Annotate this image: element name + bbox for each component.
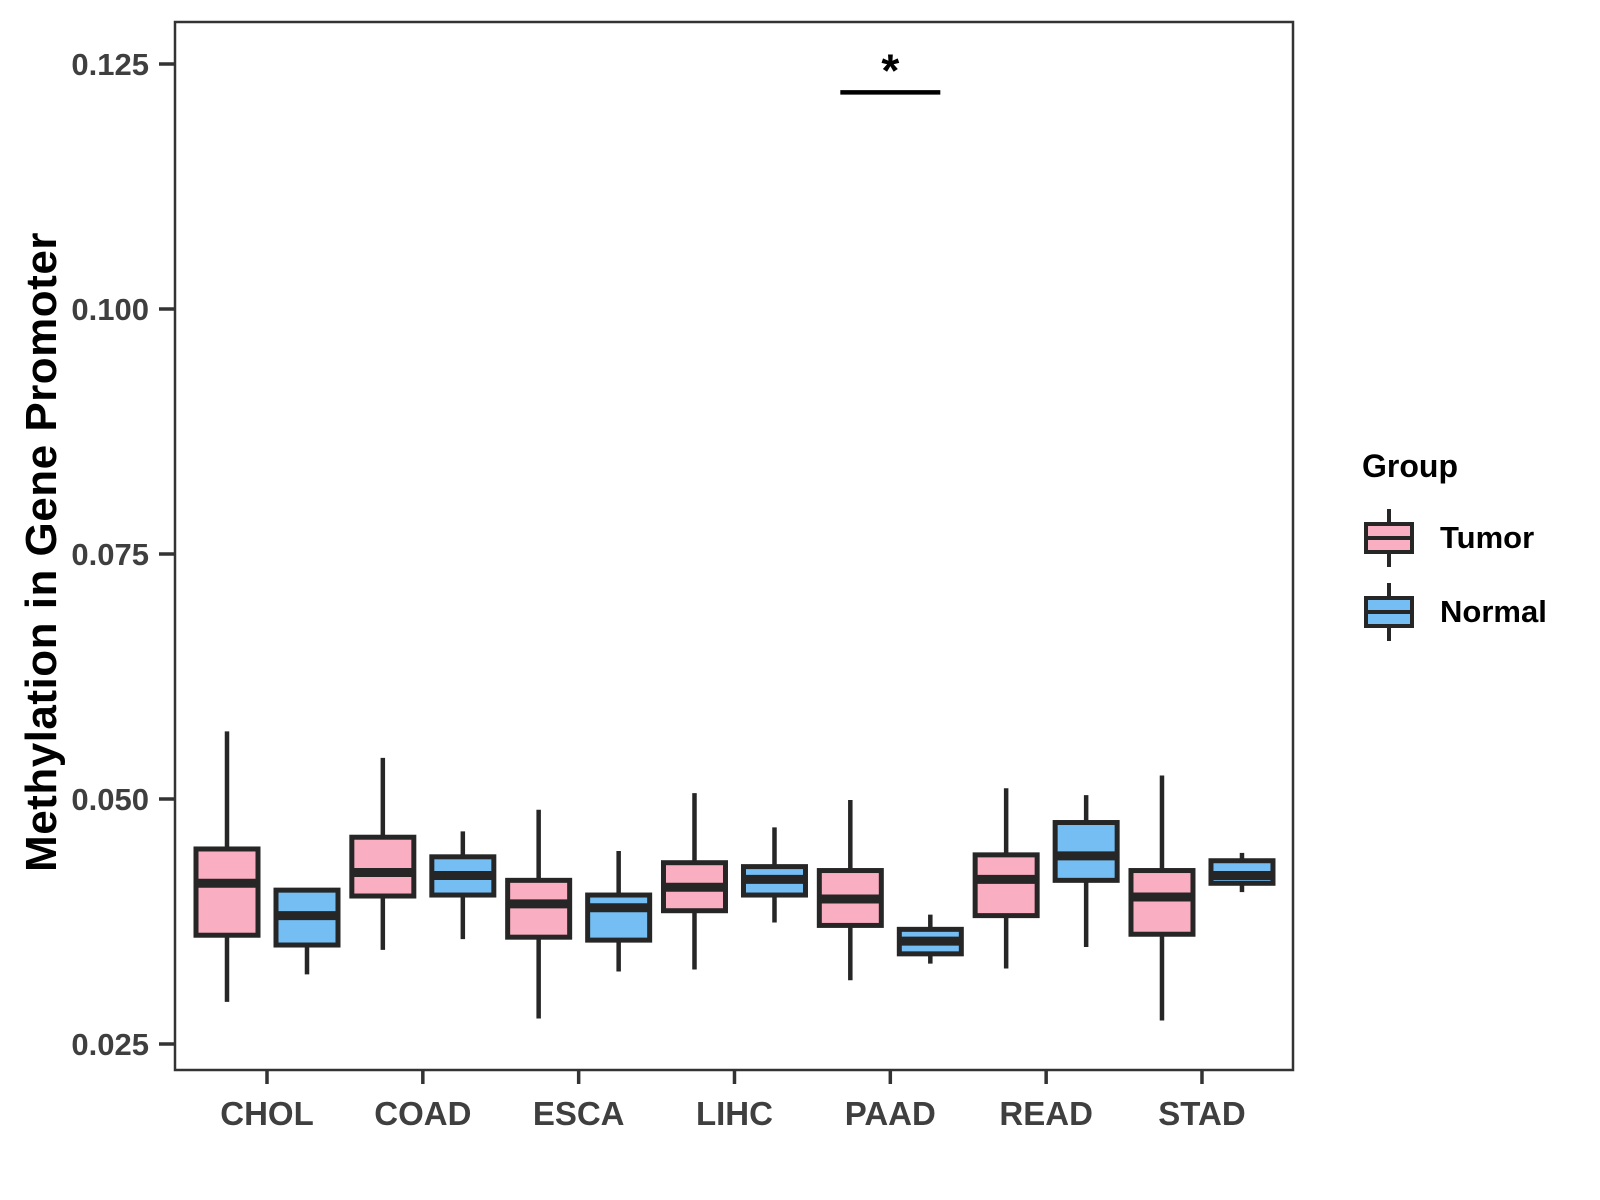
legend-label-tumor: Tumor — [1440, 520, 1535, 555]
significance-star: * — [881, 44, 899, 96]
box-tumor-chol — [193, 846, 261, 938]
legend-item-normal: Normal — [1362, 581, 1592, 643]
box-tumor-esca — [505, 877, 573, 940]
x-tick-label: STAD — [1158, 1095, 1245, 1132]
x-tick-label: COAD — [374, 1095, 471, 1132]
legend: Group Tumor Normal — [1362, 448, 1592, 655]
legend-title: Group — [1362, 448, 1458, 484]
x-tick-label: READ — [999, 1095, 1093, 1132]
y-tick-label: 0.025 — [71, 1027, 149, 1062]
x-tick-label: PAAD — [845, 1095, 936, 1132]
legend-label-normal: Normal — [1440, 594, 1547, 629]
box-tumor-stad — [1128, 868, 1196, 937]
box-normal-esca — [585, 892, 653, 943]
y-tick-label: 0.050 — [71, 782, 149, 817]
boxplot-key-icon — [1364, 509, 1414, 567]
box-tumor-read — [972, 852, 1040, 919]
x-tick-label: CHOL — [220, 1095, 314, 1132]
x-tick-label: LIHC — [696, 1095, 773, 1132]
y-tick-label: 0.125 — [71, 47, 149, 82]
x-tick-label: ESCA — [533, 1095, 625, 1132]
box-tumor-coad — [349, 834, 417, 899]
boxplot-key-icon — [1364, 583, 1414, 641]
y-axis-title: Methylation in Gene Promoter — [17, 232, 66, 872]
y-tick-label: 0.075 — [71, 537, 149, 572]
panel-border — [173, 20, 1295, 1072]
legend-item-tumor: Tumor — [1362, 507, 1592, 569]
y-tick-label: 0.100 — [71, 292, 149, 327]
